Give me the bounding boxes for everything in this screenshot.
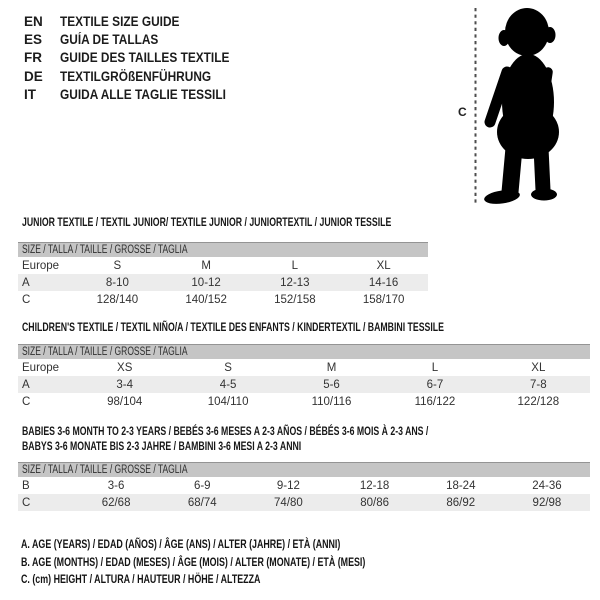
size-cell: 12-13 (280, 276, 310, 289)
language-label: TEXTILGRÖßENFÜHRUNG (60, 68, 212, 84)
size-cell: L (291, 259, 299, 272)
language-code: IT (24, 86, 36, 102)
table-row: A 3-4 4-5 5-6 6-7 7-8 (18, 376, 590, 393)
language-code: EN (24, 14, 43, 29)
language-label: GUIDE DES TAILLES TEXTILE (60, 50, 230, 66)
size-cell: M (201, 259, 211, 272)
size-cell: 86/92 (446, 496, 476, 509)
language-row: DE TEXTILGRÖßENFÜHRUNG (24, 68, 253, 86)
size-cell: 6-9 (193, 479, 211, 492)
language-row: FR GUIDE DES TAILLES TEXTILE (24, 49, 253, 67)
row-label: C (22, 496, 31, 509)
size-cell: 140/152 (185, 293, 227, 306)
table-row: C 98/104 104/110 110/116 116/122 122/128 (18, 393, 590, 410)
size-cell: 9-12 (276, 479, 300, 492)
size-cell: 7-8 (530, 378, 547, 391)
table-row: C 62/68 68/74 74/80 80/86 86/92 92/98 (18, 494, 590, 511)
language-code: ES (24, 32, 43, 48)
footnotes: A. AGE (YEARS) / EDAD (AÑOS) / ÂGE (ANS)… (21, 536, 486, 589)
junior-table-title: JUNIOR TEXTILE / TEXTIL JUNIOR/ TEXTILE … (22, 215, 392, 229)
size-cell: 74/80 (274, 496, 303, 509)
size-cell: 92/98 (532, 496, 562, 509)
row-label: A (22, 276, 30, 289)
size-cell: 3-4 (116, 378, 134, 391)
row-label: C (22, 395, 31, 408)
size-cell: 104/110 (207, 395, 249, 408)
language-label: GUÍA DE TALLAS (60, 32, 159, 48)
babies-table-title: BABIES 3-6 MONTH TO 2-3 YEARS / BEBÉS 3-… (22, 424, 571, 454)
size-cell: 24-36 (532, 479, 562, 492)
children-table-title: CHILDREN'S TEXTILE / TEXTIL NIÑO/A / TEX… (22, 320, 444, 334)
size-header-bar: SIZE / TALLA / TAILLE / GRÖSSE / TAGLIA (18, 344, 590, 359)
table-row: Europe S M L XL (18, 257, 428, 274)
babies-title-line1: BABIES 3-6 MONTH TO 2-3 YEARS / BEBÉS 3-… (22, 424, 429, 438)
size-cell: 12-18 (359, 479, 390, 492)
size-cell: 18-24 (446, 479, 476, 492)
language-label: TEXTILE SIZE GUIDE (60, 14, 180, 29)
language-code: DE (24, 68, 43, 84)
size-cell: XL (376, 259, 391, 272)
size-cell: 68/74 (187, 496, 217, 509)
language-code: FR (24, 50, 42, 66)
row-label: Europe (22, 259, 60, 272)
toddler-body (484, 8, 559, 204)
measure-label-c: C (458, 105, 467, 119)
size-cell: 98/104 (107, 395, 143, 408)
language-row: EN TEXTILE SIZE GUIDE (24, 13, 253, 31)
children-size-table: SIZE / TALLA / TAILLE / GRÖSSE / TAGLIA … (18, 344, 590, 410)
babies-size-table: SIZE / TALLA / TAILLE / GRÖSSE / TAGLIA … (18, 462, 590, 511)
row-label: C (22, 293, 31, 306)
size-header-bar: SIZE / TALLA / TAILLE / GRÖSSE / TAGLIA (18, 242, 428, 257)
footnote-line-a: A. AGE (YEARS) / EDAD (AÑOS) / ÂGE (ANS)… (21, 537, 341, 551)
table-row: A 8-10 10-12 12-13 14-16 (18, 274, 428, 291)
language-row: ES GUÍA DE TALLAS (24, 31, 253, 49)
size-cell: M (326, 361, 337, 374)
junior-size-table: SIZE / TALLA / TAILLE / GRÖSSE / TAGLIA … (18, 242, 428, 308)
size-cell: 152/158 (274, 293, 316, 306)
language-label: GUIDA ALLE TAGLIE TESSILI (60, 86, 226, 102)
toddler-silhouette (474, 8, 559, 205)
size-cell: 122/128 (517, 395, 560, 408)
babies-title-line2: BABYS 3-6 MONATE BIS 2-3 JAHRE / BAMBINI… (22, 439, 302, 453)
size-cell: XL (531, 361, 546, 374)
size-cell: 5-6 (323, 378, 340, 391)
size-cell: 3-6 (107, 479, 125, 492)
footnote-line-b: B. AGE (MONTHS) / EDAD (MESES) / ÂGE (MO… (21, 554, 366, 569)
footnote-line-c: C. (cm) HEIGHT / ALTURA / HAUTEUR / HÖHE… (21, 572, 261, 587)
size-cell: S (224, 361, 232, 374)
table-row: C 128/140 140/152 152/158 158/170 (18, 291, 428, 308)
size-cell: XS (117, 361, 133, 374)
size-cell: 110/116 (311, 395, 352, 408)
size-cell: 116/122 (414, 395, 456, 408)
size-figure: C (450, 4, 600, 210)
size-cell: 10-12 (191, 276, 221, 289)
size-cell: 6-7 (426, 378, 444, 391)
size-header-bar: SIZE / TALLA / TAILLE / GRÖSSE / TAGLIA (18, 462, 590, 477)
size-cell: 128/140 (96, 293, 139, 306)
row-label: Europe (22, 361, 60, 374)
table-row: Europe XS S M L XL (18, 359, 590, 376)
size-cell: 4-5 (219, 378, 237, 391)
size-cell: 62/68 (101, 496, 131, 509)
table-row: B 3-6 6-9 9-12 12-18 18-24 24-36 (18, 477, 590, 494)
size-cell: L (431, 361, 439, 374)
size-cell: 14-16 (368, 276, 399, 289)
size-cell: S (113, 259, 122, 272)
row-label: A (22, 378, 30, 391)
language-header: EN TEXTILE SIZE GUIDE ES GUÍA DE TALLAS … (24, 13, 253, 104)
size-cell: 158/170 (362, 293, 405, 306)
size-cell: 80/86 (360, 496, 389, 509)
language-row: IT GUIDA ALLE TAGLIE TESSILI (24, 86, 253, 104)
size-cell: 8-10 (105, 276, 129, 289)
row-label: B (22, 479, 30, 492)
